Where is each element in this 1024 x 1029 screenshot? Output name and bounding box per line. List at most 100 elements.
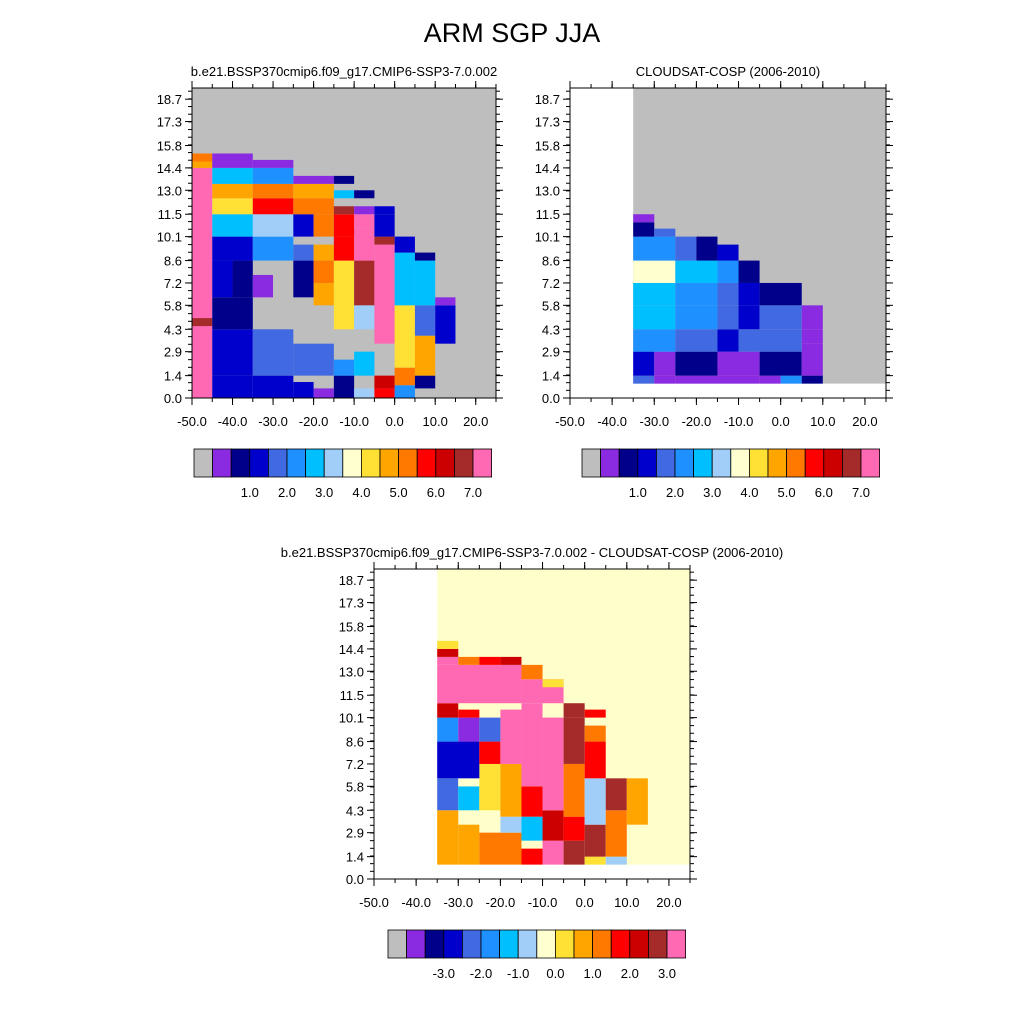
- colorbar-box: [461, 929, 482, 959]
- heatmap-cell: [801, 305, 823, 330]
- y-tick-label: 18.7: [339, 573, 364, 588]
- heatmap-cell: [717, 351, 760, 376]
- heatmap-cell: [675, 329, 718, 352]
- heatmap-cell: [293, 244, 314, 261]
- heatmap-cell: [394, 367, 415, 386]
- heatmap-cell: [354, 190, 375, 199]
- heatmap-cell: [633, 305, 676, 330]
- colorbar-box: [860, 448, 881, 478]
- heatmap-cell: [584, 709, 606, 718]
- heatmap-cell: [521, 703, 543, 787]
- y-tick-label: 11.5: [340, 688, 364, 703]
- colorbar-box: [517, 929, 538, 959]
- heatmap-cell: [437, 741, 480, 779]
- colorbar-label: -2.0: [470, 966, 492, 981]
- panel-title: b.e21.BSSP370cmip6.f09_g17.CMIP6-SSP3-7.…: [191, 64, 497, 79]
- heatmap-cell: [675, 375, 760, 384]
- heatmap-cell: [212, 260, 233, 298]
- x-tick-label: -10.0: [724, 414, 754, 429]
- heatmap-cell: [605, 778, 627, 811]
- colorbar-box: [693, 448, 713, 478]
- colorbar-label: 1.0: [629, 485, 647, 500]
- heatmap-cell: [293, 214, 314, 237]
- colorbar-label: 5.0: [778, 485, 796, 500]
- heatmap-cell: [192, 153, 213, 162]
- heatmap-cell: [394, 252, 415, 306]
- y-tick-label: 8.6: [164, 254, 182, 269]
- heatmap-cell: [437, 648, 459, 657]
- colorbar-box: [286, 448, 307, 478]
- heatmap-cell: [717, 329, 739, 352]
- heatmap-cell: [293, 382, 314, 398]
- figure-title: ARM SGP JJA: [423, 18, 601, 48]
- colorbar-box: [267, 448, 288, 478]
- heatmap-cell: [374, 388, 395, 398]
- colorbar-box: [387, 929, 408, 959]
- x-tick-label: -50.0: [555, 414, 585, 429]
- heatmap-cell: [252, 159, 294, 168]
- heatmap-cell: [394, 385, 415, 398]
- y-tick-label: 11.5: [158, 207, 182, 222]
- y-tick-label: 7.2: [542, 276, 560, 291]
- heatmap-cell: [500, 709, 522, 764]
- heatmap-cell: [313, 244, 334, 261]
- colorbar-box: [416, 448, 437, 478]
- panel-title: b.e21.BSSP370cmip6.f09_g17.CMIP6-SSP3-7.…: [281, 545, 783, 560]
- heatmap-cell: [437, 778, 459, 811]
- panel-2: CLOUDSAT-COSP (2006-2010) -50.0 -40.0 -30.0…: [535, 64, 893, 500]
- colorbar-box: [786, 448, 806, 478]
- plot-frame: [373, 568, 691, 880]
- x-tick-label: -40.0: [597, 414, 627, 429]
- heatmap-cell: [354, 260, 375, 306]
- heatmap-cell: [738, 282, 760, 306]
- heatmap-cell: [500, 816, 522, 833]
- colorbar-box: [823, 448, 843, 478]
- heatmap-cell: [414, 305, 436, 336]
- heatmap-cell: [437, 640, 459, 649]
- heatmap-cell: [458, 824, 480, 865]
- heatmap-cell: [437, 664, 522, 704]
- y-tick-label: 4.3: [164, 322, 182, 337]
- colorbar-box: [629, 929, 649, 959]
- heatmap-cell: [212, 183, 253, 199]
- colorbar-box: [453, 448, 474, 478]
- x-tick-label: -40.0: [218, 414, 248, 429]
- colorbar-label: 5.0: [390, 485, 408, 500]
- y-tick-label: 11.5: [536, 207, 560, 222]
- heatmap-cell: [605, 856, 627, 865]
- colorbar-label: 4.0: [740, 485, 758, 500]
- colorbar-box: [212, 448, 232, 478]
- heatmap-cell: [563, 816, 585, 841]
- colorbar: 1.0 2.0 3.0 4.0 5.0 6.0 7.0: [193, 448, 493, 500]
- colorbar-label: 2.0: [278, 485, 296, 500]
- colorbar-box: [674, 448, 695, 478]
- heatmap-cell: [313, 214, 334, 237]
- colorbar-box: [610, 929, 631, 959]
- x-tick-label: 20.0: [463, 414, 488, 429]
- heatmap-cell: [542, 679, 564, 688]
- heatmap-cell: [584, 741, 606, 779]
- heatmap-cell: [738, 305, 760, 330]
- colorbar-label: 3.0: [315, 485, 333, 500]
- x-tick-label: 20.0: [852, 414, 877, 429]
- heatmap-cell: [437, 810, 459, 865]
- x-tick-label: -10.0: [528, 895, 558, 910]
- heatmap-cell: [675, 236, 697, 261]
- colorbar-label: 7.0: [464, 485, 482, 500]
- heatmap-cell: [458, 709, 480, 718]
- heatmap-cell: [374, 206, 395, 215]
- heatmap-cell: [479, 832, 522, 865]
- heatmap-cell: [521, 664, 543, 680]
- heatmap-cell: [479, 656, 501, 665]
- y-tick-label: 0.0: [542, 391, 560, 406]
- x-tick-label: -30.0: [443, 895, 473, 910]
- heatmap-cell: [563, 840, 585, 865]
- colorbar-label: 2.0: [666, 485, 684, 500]
- colorbar-label: 3.0: [658, 966, 676, 981]
- colorbar-label: 1.0: [241, 485, 259, 500]
- heatmap-cell: [759, 305, 802, 330]
- y-tick-label: 5.8: [542, 298, 560, 313]
- colorbar-box: [323, 448, 344, 478]
- heatmap-cell: [252, 274, 274, 298]
- heatmap-cell: [414, 252, 436, 261]
